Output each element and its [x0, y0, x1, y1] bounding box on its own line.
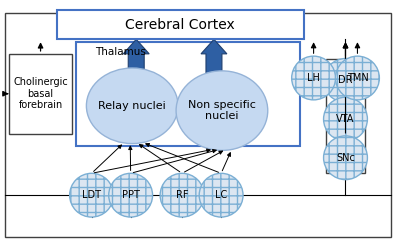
Text: Non specific
nuclei: Non specific nuclei	[188, 100, 256, 122]
Text: VTA: VTA	[336, 114, 355, 124]
FancyBboxPatch shape	[56, 10, 304, 39]
Text: Cholinergic
basal
forebrain: Cholinergic basal forebrain	[13, 77, 68, 110]
Text: Relay nuclei: Relay nuclei	[98, 101, 166, 111]
FancyArrow shape	[201, 39, 227, 142]
Ellipse shape	[324, 136, 368, 180]
Ellipse shape	[292, 56, 336, 100]
Ellipse shape	[324, 59, 368, 102]
FancyBboxPatch shape	[76, 42, 300, 146]
Text: LDT: LDT	[82, 190, 101, 200]
Ellipse shape	[176, 71, 268, 150]
Text: LC: LC	[215, 190, 227, 200]
Ellipse shape	[109, 173, 152, 217]
Text: DR: DR	[338, 75, 353, 86]
Ellipse shape	[86, 68, 178, 144]
Ellipse shape	[199, 173, 243, 217]
Text: SNc: SNc	[336, 153, 355, 163]
Ellipse shape	[324, 97, 368, 141]
Text: TMN: TMN	[346, 73, 368, 83]
Text: LH: LH	[307, 73, 320, 83]
Ellipse shape	[336, 56, 379, 100]
Text: Cerebral Cortex: Cerebral Cortex	[125, 18, 235, 32]
Text: PPT: PPT	[122, 190, 140, 200]
Ellipse shape	[70, 173, 114, 217]
FancyBboxPatch shape	[9, 54, 72, 134]
Text: RF: RF	[176, 190, 188, 200]
FancyArrow shape	[123, 39, 149, 142]
Text: Thalamus: Thalamus	[95, 47, 146, 57]
Ellipse shape	[160, 173, 204, 217]
FancyBboxPatch shape	[326, 59, 366, 174]
